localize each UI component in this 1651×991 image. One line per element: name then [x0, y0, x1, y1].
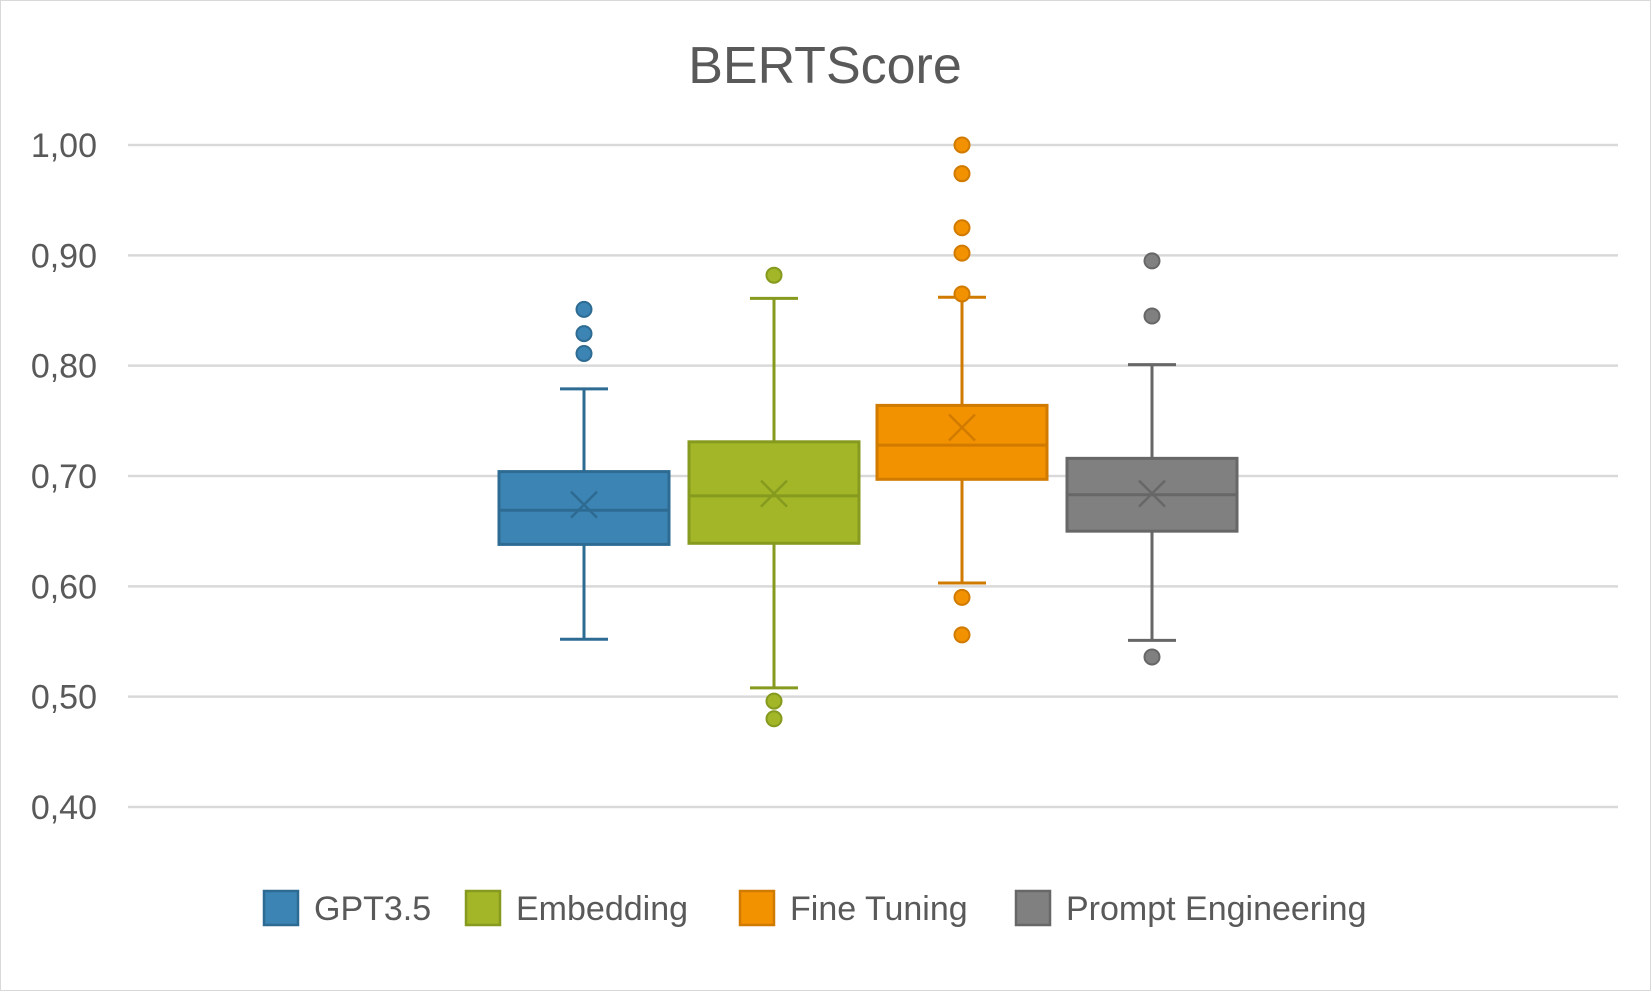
legend-swatch [738, 889, 776, 927]
outlier-point [575, 345, 593, 363]
outlier-point [765, 710, 783, 728]
y-tick-label: 0,80 [31, 348, 97, 386]
legend-item: Prompt Engineering [1014, 889, 1367, 928]
legend-item: Embedding [464, 889, 688, 928]
outlier-point [953, 244, 971, 262]
legend-label: Fine Tuning [790, 890, 968, 928]
outlier-point [575, 300, 593, 318]
box-embedding [687, 266, 861, 728]
y-axis-ticks: 1,00 0,90 0,80 0,70 0,60 0,50 0,40 [31, 127, 97, 827]
box-prompt-engineering [1065, 252, 1239, 666]
outlier-point [765, 692, 783, 710]
outlier-point [953, 626, 971, 644]
legend-label: Prompt Engineering [1066, 890, 1367, 928]
mean-marker [948, 413, 976, 442]
legend-swatch [1014, 889, 1052, 927]
y-tick-label: 0,60 [31, 568, 97, 606]
outlier-point [1143, 252, 1161, 270]
y-tick-label: 0,70 [31, 458, 97, 496]
outlier-point [953, 285, 971, 303]
y-tick-label: 0,40 [31, 789, 97, 827]
mean-marker [760, 479, 788, 508]
box-iqr [875, 403, 1049, 481]
outlier-point [1143, 648, 1161, 666]
outlier-point [575, 325, 593, 343]
legend-item: Fine Tuning [738, 889, 968, 928]
legend: GPT3.5 Embedding Fine Tuning Prompt Enginee… [262, 889, 1367, 928]
chart-title: BERTScore [688, 37, 962, 95]
box-series [497, 136, 1239, 728]
outlier-point [953, 219, 971, 237]
y-tick-label: 1,00 [31, 127, 97, 165]
box-iqr [497, 470, 671, 546]
mean-marker [1138, 479, 1166, 508]
y-tick-label: 0,50 [31, 679, 97, 717]
outlier-point [953, 165, 971, 183]
legend-swatch [262, 889, 300, 927]
outlier-point [953, 136, 971, 154]
mean-marker [570, 490, 598, 519]
legend-swatch [464, 889, 502, 927]
box-fine-tuning [875, 136, 1049, 644]
outlier-point [953, 588, 971, 606]
outlier-point [1143, 307, 1161, 325]
legend-label: Embedding [516, 890, 688, 928]
legend-item: GPT3.5 [262, 889, 431, 928]
outlier-point [765, 266, 783, 284]
y-tick-label: 0,90 [31, 237, 97, 275]
legend-label: GPT3.5 [314, 890, 431, 928]
box-gpt3-5 [497, 300, 671, 641]
gridlines [128, 143, 1618, 809]
